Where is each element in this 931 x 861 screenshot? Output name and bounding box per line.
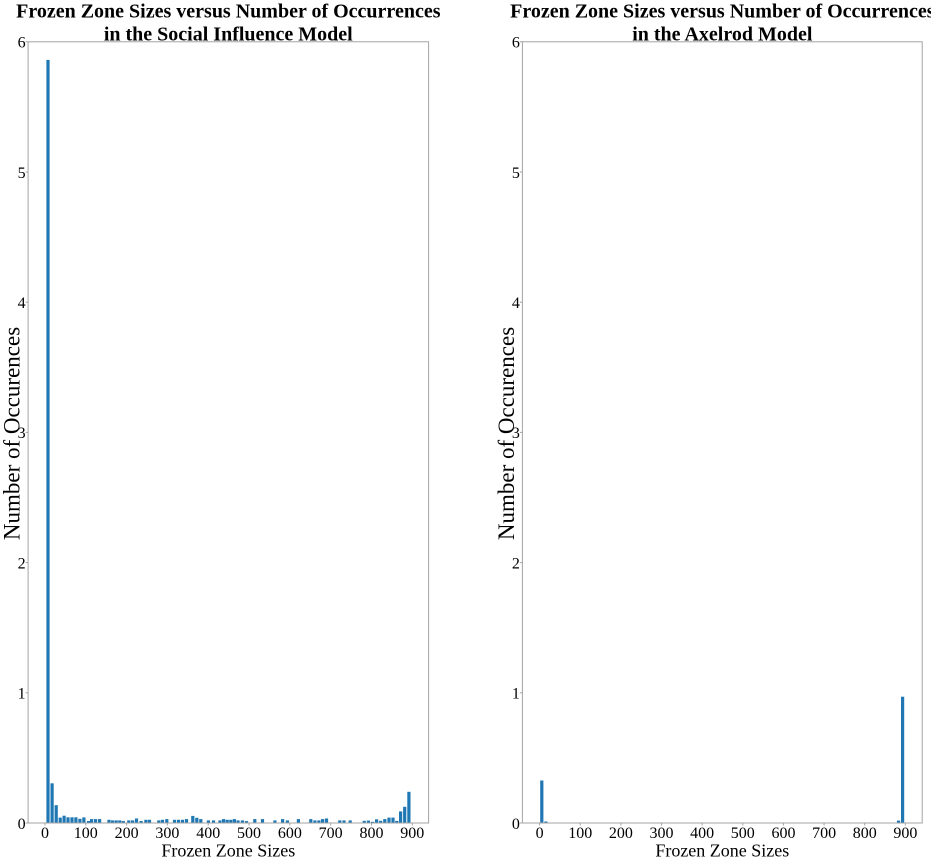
svg-text:6: 6 [512, 35, 520, 52]
svg-text:300: 300 [155, 825, 179, 842]
svg-text:in the Axelrod Model: in the Axelrod Model [632, 23, 813, 45]
svg-text:100: 100 [74, 825, 98, 842]
svg-text:0: 0 [512, 816, 520, 833]
svg-text:900: 900 [400, 825, 424, 842]
svg-text:Number of Occurences: Number of Occurences [0, 327, 25, 540]
svg-text:0: 0 [536, 825, 544, 842]
svg-text:800: 800 [853, 825, 877, 842]
svg-text:100: 100 [568, 825, 592, 842]
svg-text:800: 800 [359, 825, 383, 842]
svg-text:600: 600 [278, 825, 302, 842]
svg-text:5: 5 [18, 165, 26, 182]
svg-text:700: 700 [812, 825, 836, 842]
svg-text:4: 4 [18, 295, 26, 312]
svg-text:1: 1 [512, 686, 520, 703]
svg-text:500: 500 [731, 825, 755, 842]
svg-text:900: 900 [893, 825, 917, 842]
svg-text:200: 200 [609, 825, 633, 842]
svg-text:700: 700 [319, 825, 343, 842]
svg-text:Frozen Zone Sizes: Frozen Zone Sizes [161, 841, 295, 861]
svg-text:500: 500 [237, 825, 261, 842]
svg-text:Frozen Zone Sizes: Frozen Zone Sizes [655, 841, 789, 861]
svg-text:0: 0 [18, 816, 26, 833]
svg-text:5: 5 [512, 165, 520, 182]
svg-text:600: 600 [771, 825, 795, 842]
svg-text:200: 200 [115, 825, 139, 842]
svg-text:2: 2 [512, 555, 520, 572]
svg-text:2: 2 [18, 555, 26, 572]
svg-text:300: 300 [650, 825, 674, 842]
svg-text:Frozen Zone Sizes versus Numbe: Frozen Zone Sizes versus Number of Occur… [510, 1, 931, 23]
svg-text:3: 3 [18, 425, 26, 442]
svg-text:6: 6 [18, 35, 26, 52]
svg-text:in the Social Influence Model: in the Social Influence Model [104, 23, 353, 45]
svg-text:Frozen Zone Sizes versus Numbe: Frozen Zone Sizes versus Number of Occur… [16, 1, 441, 23]
svg-text:4: 4 [512, 295, 520, 312]
svg-text:Number of Occurences: Number of Occurences [494, 327, 519, 540]
svg-text:400: 400 [196, 825, 220, 842]
svg-text:3: 3 [512, 425, 520, 442]
svg-text:400: 400 [690, 825, 714, 842]
svg-text:1: 1 [18, 686, 26, 703]
svg-text:0: 0 [41, 825, 49, 842]
